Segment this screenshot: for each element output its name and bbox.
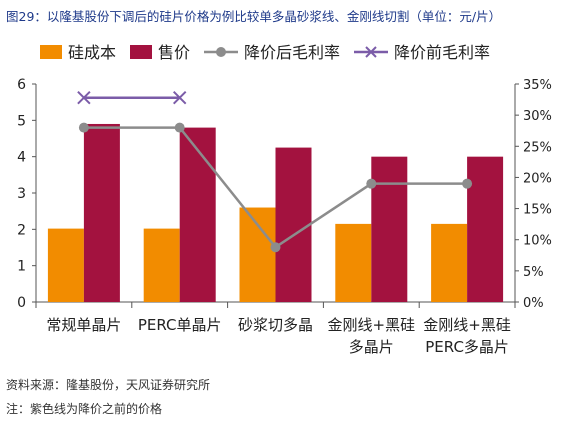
bar-cost [335, 223, 372, 302]
right-tick-label: 20% [523, 171, 552, 186]
figure-title: 图29：以隆基股份下调后的硅片价格为例比较单多晶砂浆线、金刚线切割（单位：元/片… [6, 9, 502, 24]
category-label: 金刚线+黑硅 [328, 316, 416, 334]
left-tick-label: 6 [17, 77, 26, 93]
bar-cost [143, 228, 180, 302]
category-label: PERC多晶片 [425, 338, 509, 356]
point-after-price-cut [270, 242, 281, 253]
legend-marker [216, 47, 226, 57]
category-label: 多晶片 [349, 338, 394, 356]
left-tick-label: 1 [17, 259, 26, 275]
category-label: 常规单晶片 [46, 316, 121, 334]
point-after-price-cut [78, 122, 89, 133]
bar-cost [239, 207, 276, 302]
bar-price [83, 123, 120, 302]
right-tick-label: 0% [523, 296, 544, 311]
point-before-price-cut [172, 90, 187, 105]
bar-price [467, 156, 504, 302]
right-tick-label: 15% [523, 203, 552, 218]
legend-label: 降价前毛利率 [394, 43, 490, 62]
footnote: 注：紫色线为降价之前的价格 [6, 402, 163, 416]
point-before-price-cut [77, 90, 91, 105]
point-after-price-cut [366, 178, 377, 189]
left-tick-label: 4 [17, 150, 26, 166]
point-after-price-cut [462, 178, 473, 189]
legend-swatch [40, 45, 62, 59]
right-tick-label: 10% [523, 234, 552, 249]
combo-chart: 0 1 2 3 4 5 6 0% 5% 10% 15% 20% 25% 30% 35% 常规单晶片 PERC单晶… [17, 43, 552, 356]
legend-label: 售价 [158, 43, 190, 62]
legend-label: 硅成本 [68, 43, 116, 62]
right-tick-label: 30% [523, 109, 552, 124]
right-tick-label: 25% [523, 140, 552, 155]
bar-price [179, 127, 216, 302]
category-label: 金刚线+黑硅 [423, 316, 511, 334]
right-tick-label: 35% [523, 78, 552, 93]
left-tick-label: 0 [17, 295, 26, 311]
source-note: 资料来源：隆基股份，天风证券研究所 [6, 378, 211, 392]
legend-label: 降价后毛利率 [244, 43, 340, 62]
category-label: 砂浆切多晶 [238, 316, 313, 334]
left-tick-label: 3 [17, 186, 26, 202]
right-tick-label: 5% [523, 265, 544, 280]
bar-price [275, 147, 312, 302]
legend-marker [365, 46, 377, 58]
legend-swatch [130, 45, 152, 59]
point-after-price-cut [174, 122, 185, 133]
left-tick-label: 2 [17, 222, 26, 238]
category-label: PERC单晶片 [138, 316, 222, 334]
left-tick-label: 5 [17, 113, 26, 129]
bar-cost [47, 228, 84, 302]
bar-price [371, 156, 408, 302]
bar-cost [431, 223, 468, 302]
